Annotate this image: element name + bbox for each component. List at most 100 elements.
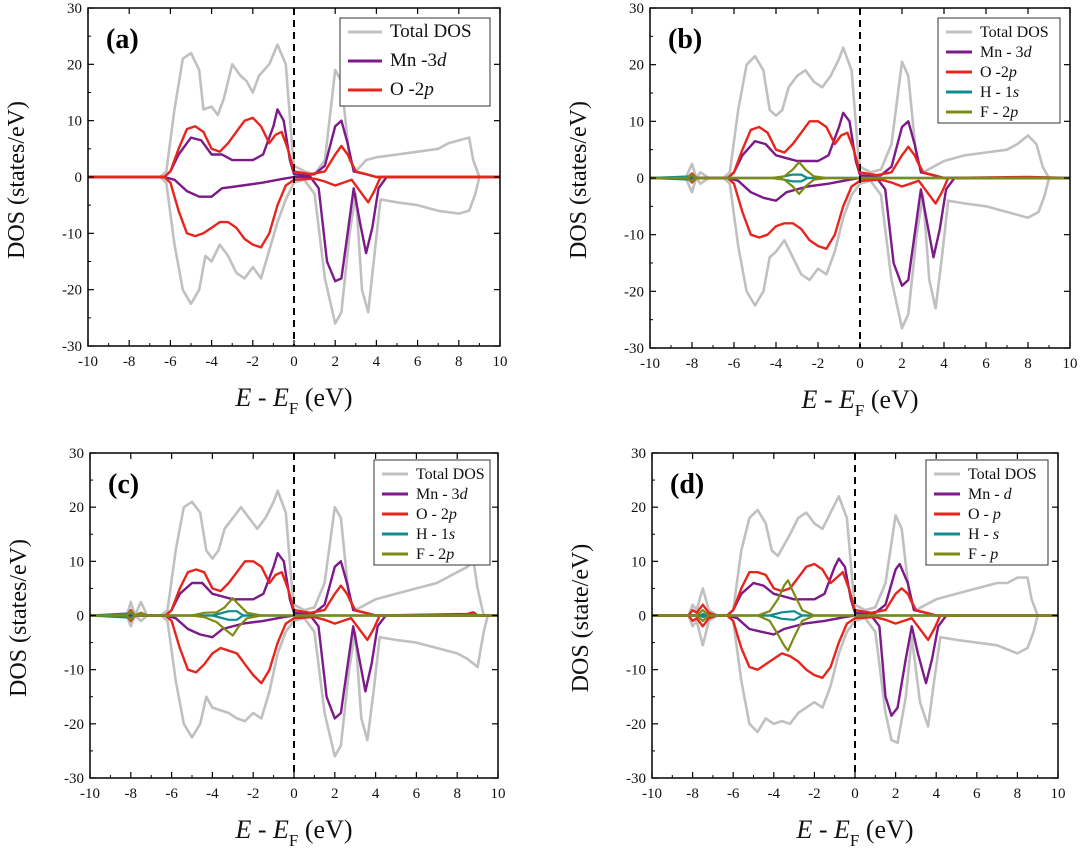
panel-d-series-mn-d-down xyxy=(652,614,1058,717)
panel-a-legend: Total DOS Mn -3d O -2p xyxy=(339,17,491,107)
panel-c-y-tick-label: 0 xyxy=(77,609,85,625)
panel-a-x-tick-label: -6 xyxy=(164,354,177,370)
panel-a-series-total-dos-down xyxy=(88,175,500,325)
panel-d-legend-label-mn-d: Mn - d xyxy=(968,486,1013,503)
panel-b-legend-label-total-dos: Total DOS xyxy=(980,24,1049,41)
panel-d-x-tick-label: -8 xyxy=(686,786,699,802)
panel-a-label: (a) xyxy=(106,24,139,55)
panel-d-y-tick-label: -20 xyxy=(626,717,646,733)
panel-d-y-axis-title: DOS (state/eV) xyxy=(568,544,594,693)
panel-b-x-tick-label: 10 xyxy=(1063,356,1078,372)
panel-c-x-tick-label: 2 xyxy=(331,786,339,802)
panel-c-x-tick-label: 8 xyxy=(453,786,461,802)
panel-d-series-o-p-down xyxy=(652,614,1058,679)
panel-c-legend: Total DOS Mn - 3d O - 2p H - 1s F - 2p xyxy=(373,459,491,566)
panel-a-legend-label-o-2p: O -2p xyxy=(390,79,434,100)
panel-a-series-mn-3d-up xyxy=(88,108,500,179)
panel-b-x-tick-label: -8 xyxy=(686,356,699,372)
panel-b-series-total-dos-up xyxy=(650,46,1070,180)
panel-a-y-tick-label: 0 xyxy=(75,170,83,186)
panel-c-y-tick-label: -20 xyxy=(64,717,84,733)
panel-d-x-tick-label: -4 xyxy=(768,786,781,802)
panel-b-series-mn-3d-up xyxy=(650,111,1070,180)
panel-a-y-tick-label: -10 xyxy=(62,226,82,242)
panel-c-y-tick-label: 30 xyxy=(69,446,84,462)
panel-b-x-tick-label: -6 xyxy=(728,356,741,372)
panel-c-y-tick-label: 20 xyxy=(69,500,84,516)
panel-d-y-tick-label: 20 xyxy=(631,500,646,516)
panel-b-y-tick-label: 20 xyxy=(629,58,644,74)
panel-d-x-tick-label: 0 xyxy=(851,786,859,802)
panel-d-plot-area xyxy=(652,494,1058,745)
panel-c-y-tick-label: -30 xyxy=(64,771,84,787)
panel-b-series-o-2p-down xyxy=(650,176,1070,251)
panel-d-legend-label-total-dos: Total DOS xyxy=(968,466,1037,483)
panel-d-x-axis-title: E - EF (eV) xyxy=(795,815,913,850)
panel-a-y-tick-label: 10 xyxy=(67,114,82,130)
panel-b-series-mn-3d-down xyxy=(650,176,1070,287)
panel-c-series-o-2p-down xyxy=(90,614,498,685)
panel-c-x-tick-label: 0 xyxy=(290,786,298,802)
panel-c-y-tick-label: -10 xyxy=(64,663,84,679)
panel-a-y-tick-label: 20 xyxy=(67,57,82,73)
panel-a-plot-area xyxy=(88,43,500,325)
panel-b-x-tick-label: 2 xyxy=(898,356,906,372)
panel-d-legend-label-h-s: H - s xyxy=(968,526,999,543)
panel-a-x-tick-label: -10 xyxy=(78,354,98,370)
panel-a-legend-label-total-dos: Total DOS xyxy=(390,21,472,42)
panel-a-x-tick-label: 8 xyxy=(455,354,463,370)
panel-c-x-tick-label: -10 xyxy=(80,786,100,802)
panel-c-x-tick-label: 6 xyxy=(413,786,421,802)
panel-b-y-axis-title: DOS (states/eV) xyxy=(566,101,592,259)
panel-d-series-o-p-up xyxy=(652,562,1058,617)
panel-b-y-tick-label: 30 xyxy=(629,1,644,17)
panel-c-series-f-2p-up xyxy=(90,597,498,617)
panel-b-plot-area xyxy=(650,46,1070,330)
panel-d-legend-label-o-p: O - p xyxy=(968,506,1001,523)
panel-c-x-tick-label: -6 xyxy=(165,786,178,802)
panel-b-x-tick-label: 4 xyxy=(940,356,948,372)
panel-c-y-tick-label: 10 xyxy=(69,554,84,570)
panel-c-legend-label-h-1s: H - 1s xyxy=(416,526,455,543)
panel-d-series-mn-d-up xyxy=(652,557,1058,617)
panel-b-y-tick-label: 10 xyxy=(629,114,644,130)
panel-c-legend-label-o-2p: O - 2p xyxy=(416,506,457,523)
panel-d-series-f-p-down xyxy=(652,614,1058,652)
panel-a-y-tick-label: -20 xyxy=(62,283,82,299)
panel-a-y-tick-label: 30 xyxy=(67,1,82,17)
panel-c-series-h-1s-down xyxy=(90,614,498,621)
panel-a-legend-label-mn-3d: Mn -3d xyxy=(390,50,447,71)
panel-a-x-tick-label: 2 xyxy=(331,354,339,370)
panel-c-y-axis-title: DOS (states/eV) xyxy=(6,539,32,697)
panel-b-y-tick-label: -30 xyxy=(624,341,644,357)
panel-b-x-tick-label: 8 xyxy=(1024,356,1032,372)
panel-b-series-total-dos-down xyxy=(650,176,1070,330)
panel-a-x-tick-label: -8 xyxy=(123,354,136,370)
panel-a-series-mn-3d-down xyxy=(88,175,500,283)
panel-b-legend-label-o-2p: O -2p xyxy=(980,64,1017,81)
panel-c-series-f-2p-down xyxy=(90,614,498,637)
panel-b-x-tick-label: -2 xyxy=(812,356,825,372)
panel-d-x-tick-label: 4 xyxy=(932,786,940,802)
panel-c-legend-label-f-2p: F - 2p xyxy=(416,546,454,563)
panel-b-series-o-2p-up xyxy=(650,120,1070,180)
panel-d-legend-label-f-p: F - p xyxy=(968,546,998,563)
panel-d-label: (d) xyxy=(670,469,704,500)
panel-a-y-axis-title: DOS (states/eV) xyxy=(4,101,30,259)
panel-c-x-tick-label: 4 xyxy=(372,786,380,802)
panel-a-x-tick-label: 0 xyxy=(290,354,298,370)
panel-d-y-tick-label: -10 xyxy=(626,663,646,679)
panel-a-series-o-2p-up xyxy=(88,116,500,179)
panel-b-legend-label-f-2p: F - 2p xyxy=(980,104,1018,121)
panel-b-x-tick-label: -10 xyxy=(640,356,660,372)
panel-a-x-axis-title: E - EF (eV) xyxy=(234,383,352,418)
panel-c-series-h-1s-up xyxy=(90,610,498,617)
panel-a-x-tick-label: 4 xyxy=(373,354,381,370)
panel-b-x-axis-title: E - EF (eV) xyxy=(800,385,918,420)
panel-b-legend: Total DOS Mn - 3d O -2p H - 1s F - 2p xyxy=(937,17,1061,124)
panel-b-legend-label-h-1s: H - 1s xyxy=(980,84,1019,101)
panel-d-x-tick-label: -2 xyxy=(808,786,821,802)
panel-b-y-tick-label: -10 xyxy=(624,228,644,244)
